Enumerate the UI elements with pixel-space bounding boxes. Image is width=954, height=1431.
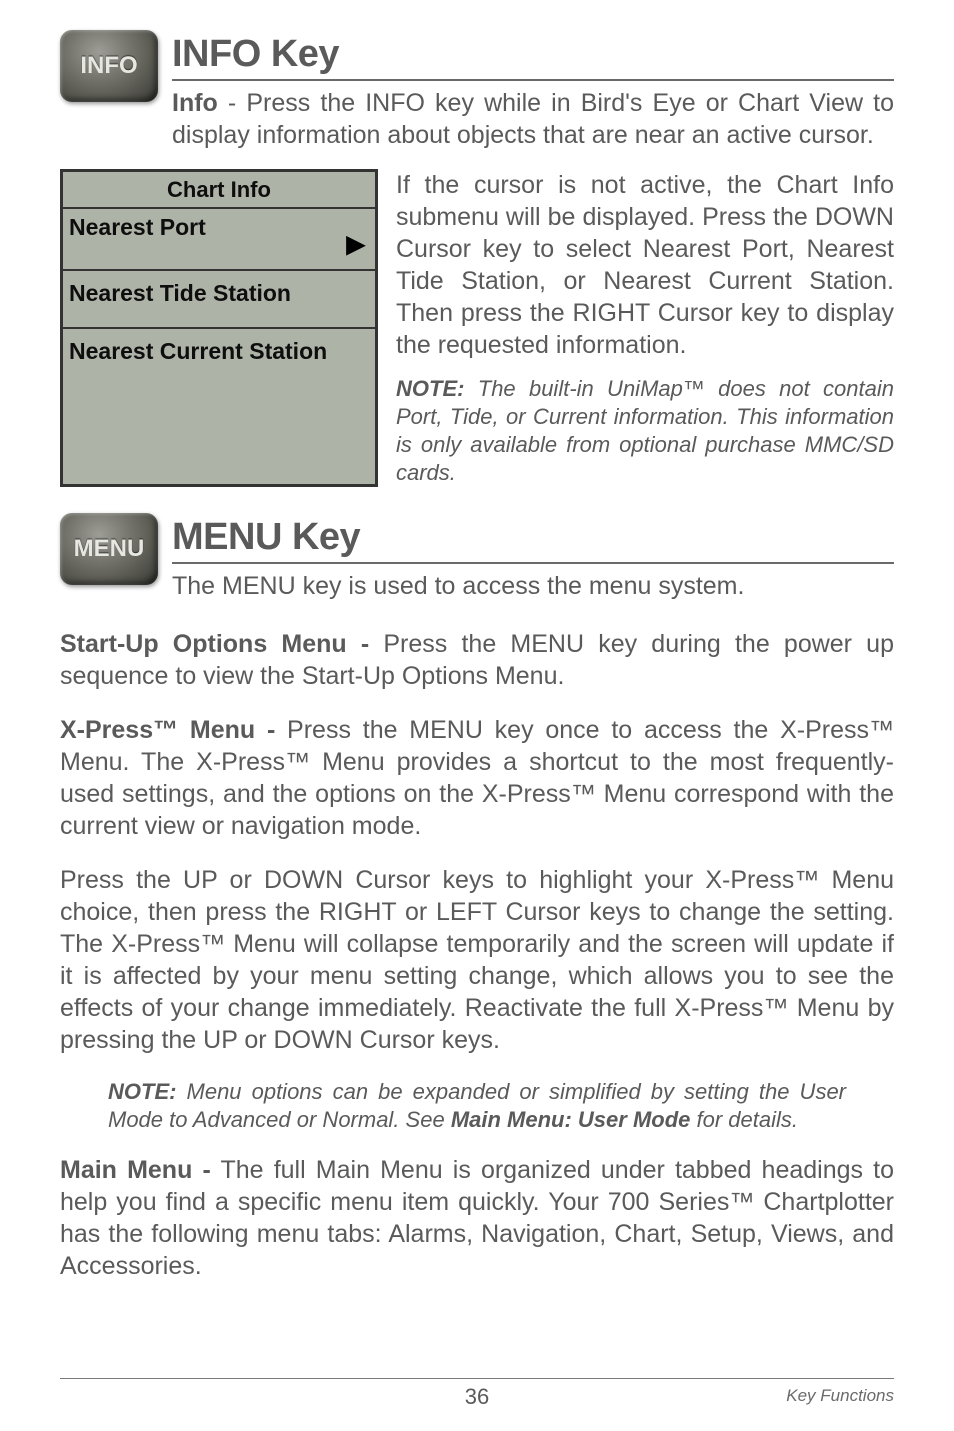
note-label: NOTE: [396,376,464,401]
body-note-end: for details. [690,1107,798,1132]
page-footer: 36 Key Functions [60,1378,894,1411]
menu-item-nearest-current[interactable]: Nearest Current Station [63,329,375,366]
chart-info-row: Chart Info Nearest Port ▶ Nearest Tide S… [60,169,894,488]
info-intro: Info - Press the INFO key while in Bird'… [172,87,894,151]
nearest-port-label: Nearest Port [69,214,206,240]
chart-info-description: If the cursor is not active, the Chart I… [396,169,894,488]
startup-para: Start-Up Options Menu - Press the MENU k… [60,628,894,692]
xpress-para-2: Press the UP or DOWN Cursor keys to high… [60,864,894,1056]
info-key-badge: INFO [60,30,158,102]
xpress-bold: X-Press™ Menu - [60,716,275,744]
menu-item-nearest-tide[interactable]: Nearest Tide Station [63,271,375,329]
footer-label: Key Functions [786,1385,894,1407]
menu-heading: MENU Key [172,513,894,564]
body-note: NOTE: Menu options can be expanded or si… [60,1078,894,1134]
body-note-label: NOTE: [108,1079,176,1104]
main-menu-para: Main Menu - The full Main Menu is organi… [60,1154,894,1282]
page-number: 36 [465,1383,489,1411]
info-key-section: INFO INFO Key Info - Press the INFO key … [60,30,894,151]
chart-info-note: NOTE: The built-in UniMap™ does not cont… [396,375,894,488]
info-key-body: INFO Key Info - Press the INFO key while… [172,30,894,151]
startup-bold: Start-Up Options Menu - [60,630,369,658]
chart-info-title: Chart Info [63,172,375,209]
info-heading: INFO Key [172,30,894,81]
chart-info-para: If the cursor is not active, the Chart I… [396,169,894,361]
chart-info-submenu: Chart Info Nearest Port ▶ Nearest Tide S… [60,169,378,488]
menu-key-body: MENU Key The MENU key is used to access … [172,513,894,602]
chevron-right-icon: ▶ [347,230,365,261]
info-intro-bold: Info [172,89,218,117]
menu-key-badge: MENU [60,513,158,585]
menu-item-nearest-port[interactable]: Nearest Port ▶ [63,209,375,271]
info-intro-rest: - Press the INFO key while in Bird's Eye… [172,89,894,149]
menu-intro: The MENU key is used to access the menu … [172,570,894,602]
menu-key-section: MENU MENU Key The MENU key is used to ac… [60,513,894,602]
note-rest: The built-in UniMap™ does not contain Po… [396,376,894,485]
main-bold: Main Menu - [60,1156,211,1184]
xpress-para: X-Press™ Menu - Press the MENU key once … [60,714,894,842]
body-note-bold-mid: Main Menu: User Mode [451,1107,691,1132]
